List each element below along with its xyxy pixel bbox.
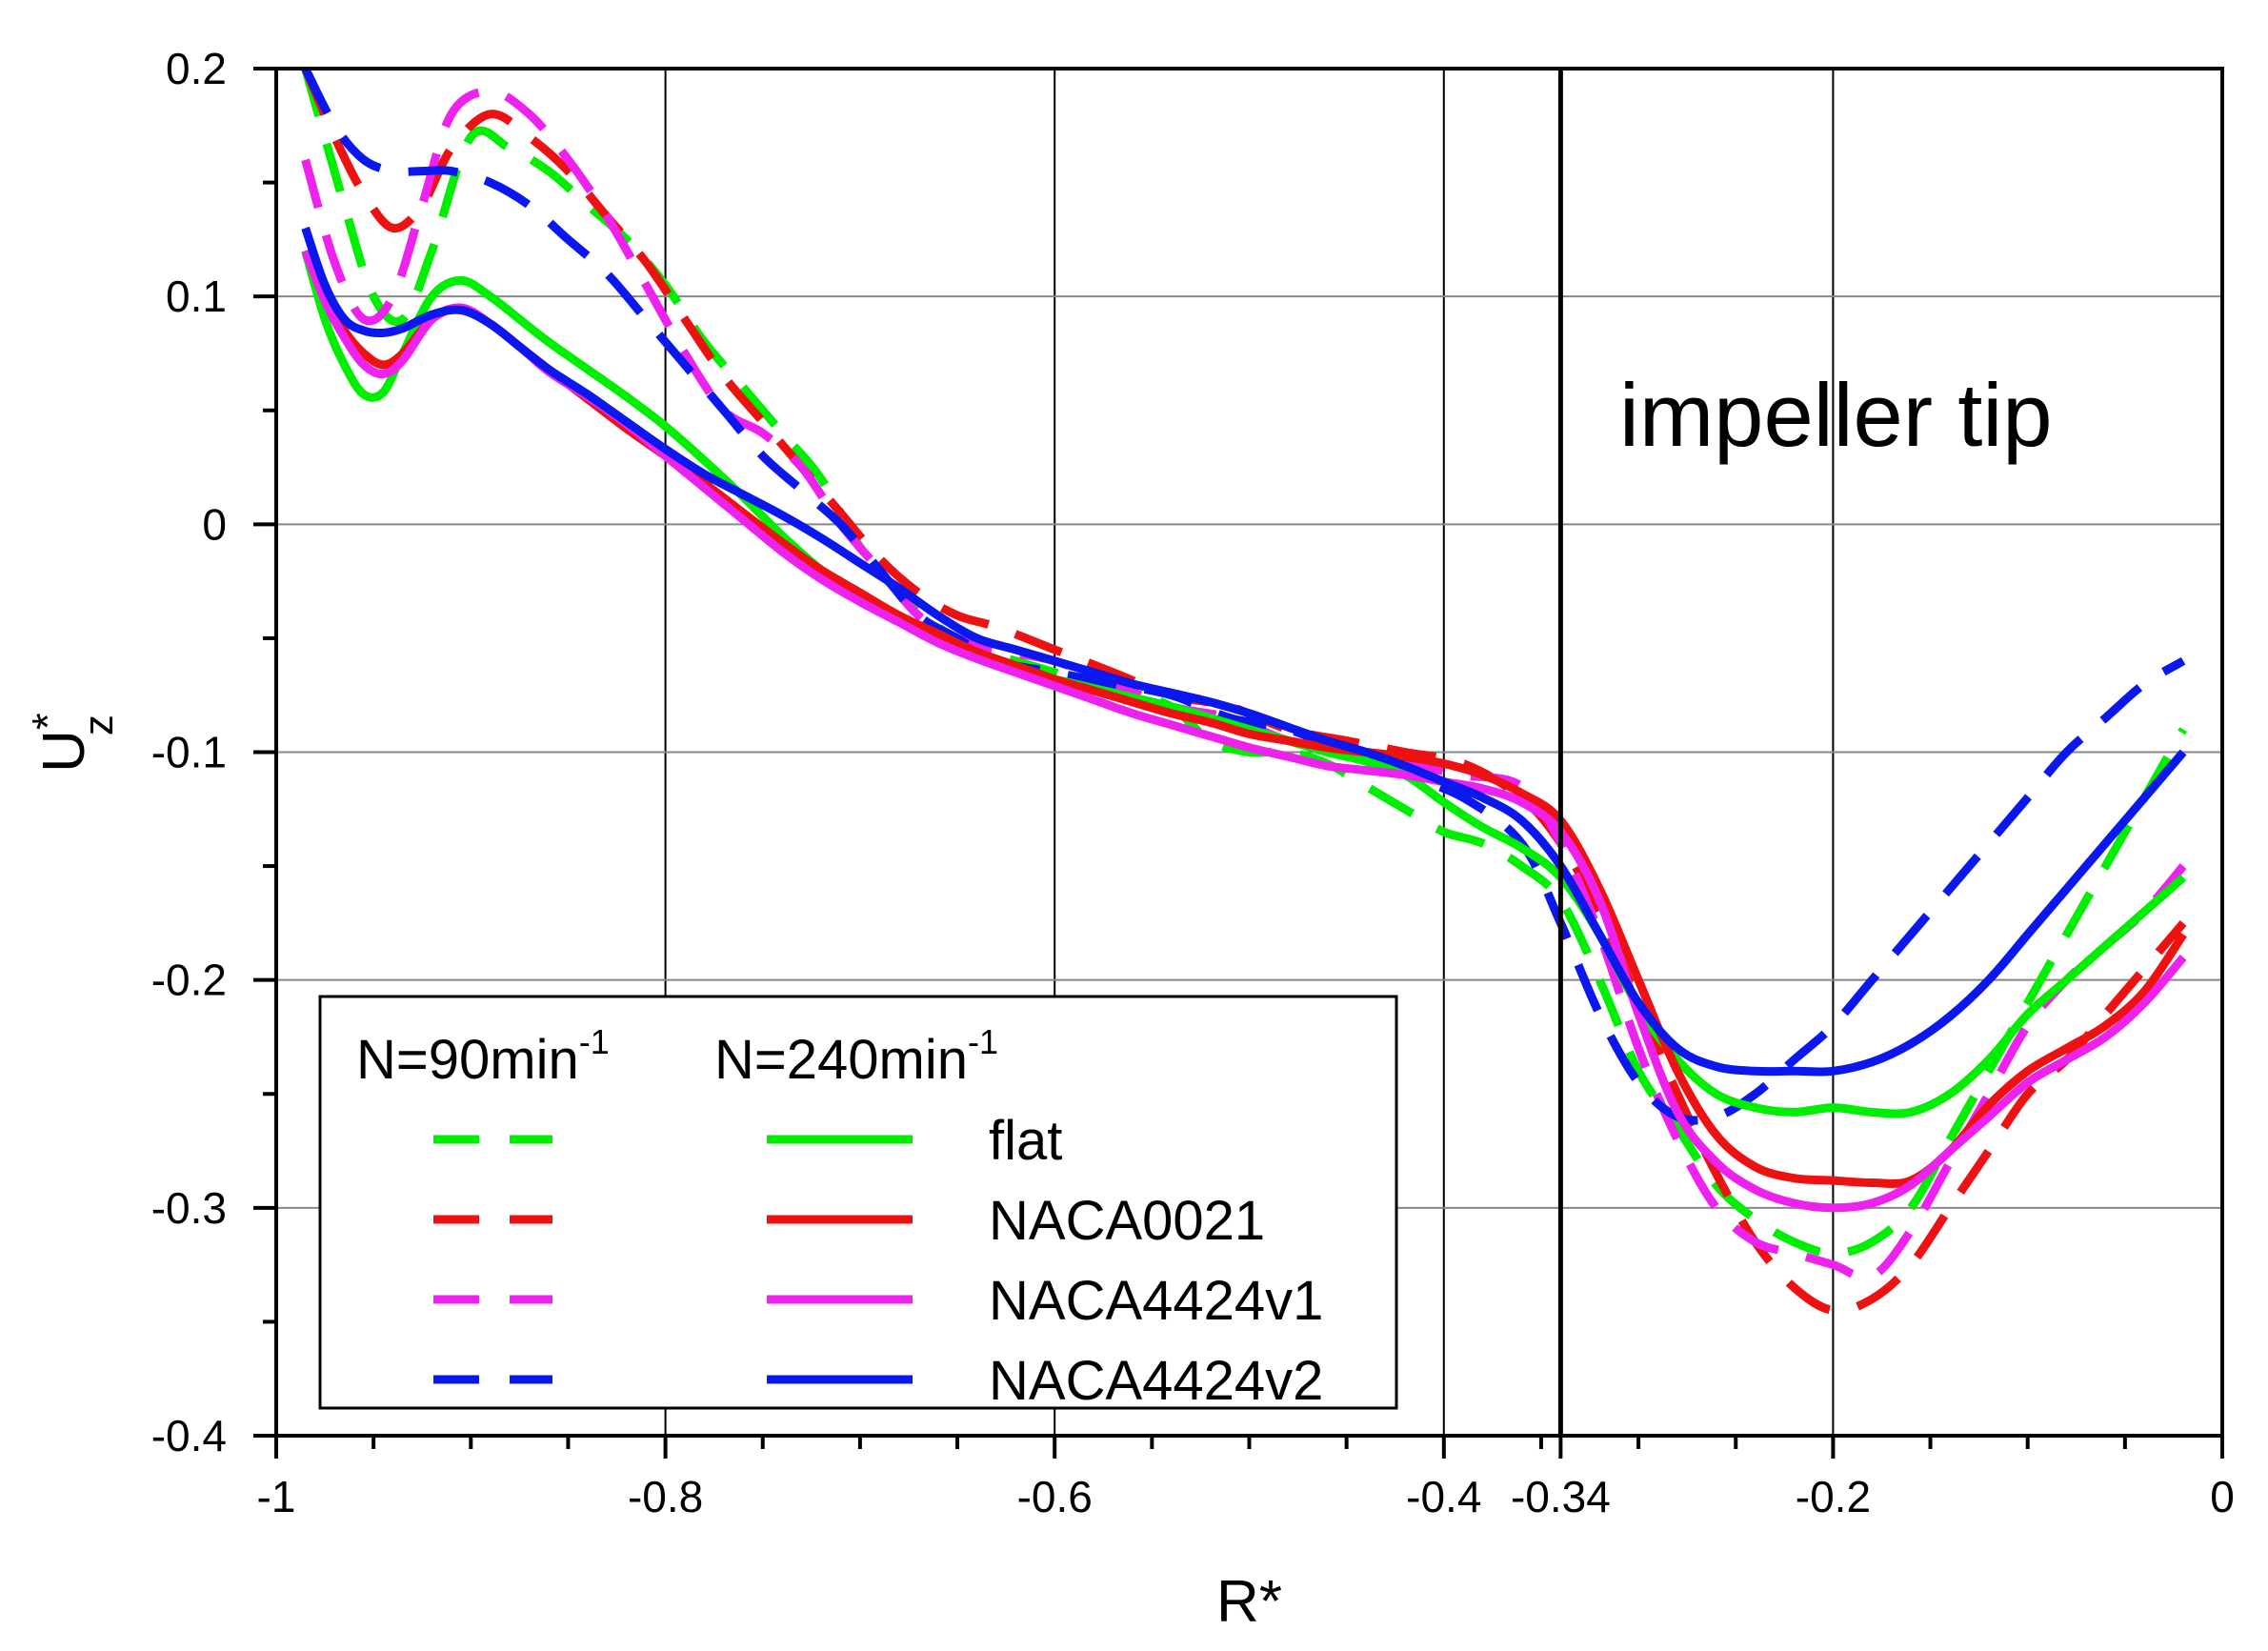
axis-ticks xyxy=(253,67,2224,1459)
data-curves xyxy=(301,66,2188,1316)
legend-label-naca4424v1: NACA4424v1 xyxy=(989,1270,1323,1332)
series-line-flat-n90 xyxy=(301,67,2188,1258)
tick-labels: -1 -0.8 -0.6 -0.4 -0.34 -0.2 0 0.2 0.1 0 -0.1 -0.2 -… xyxy=(151,44,2235,1521)
series-line-naca4424v2-n240 xyxy=(301,226,2187,1077)
impeller-tip-annotation: impeller tip xyxy=(1619,365,2053,465)
y-tick-label: -0.4 xyxy=(151,1411,227,1460)
x-tick-label: -0.34 xyxy=(1511,1472,1611,1521)
legend-label-naca0021: NACA0021 xyxy=(989,1190,1265,1252)
legend-header-dashed-text: N=90min xyxy=(356,1029,579,1091)
x-tick-label: 0 xyxy=(2210,1472,2235,1521)
y-tick-label: -0.1 xyxy=(151,728,227,777)
y-axis-title-sub: z xyxy=(75,715,122,735)
legend-header-solid-text: N=240min xyxy=(714,1029,968,1091)
series-line-flat-n240 xyxy=(301,250,2187,1118)
legend-header-solid-exponent: -1 xyxy=(968,1022,998,1061)
x-tick-label: -0.4 xyxy=(1406,1472,1481,1521)
legend-rows: flat NACA0021 NACA4424v1 NACA4424v2 xyxy=(433,1110,1323,1412)
legend-header-dashed-exponent: -1 xyxy=(579,1022,610,1061)
x-tick-label: -0.8 xyxy=(628,1472,703,1521)
y-tick-label: -0.2 xyxy=(151,956,227,1005)
series-line-naca4424v2-n90 xyxy=(301,66,2186,1125)
legend-label-naca4424v2: NACA4424v2 xyxy=(989,1350,1323,1412)
legend-box xyxy=(318,995,1398,1410)
x-axis-title: R* xyxy=(1216,1569,1282,1635)
x-tick-label: -0.2 xyxy=(1796,1472,1871,1521)
y-tick-label: 0 xyxy=(202,499,227,549)
legend-label-flat: flat xyxy=(989,1110,1062,1172)
y-tick-label: 0.2 xyxy=(166,44,227,93)
legend: N=90min-1 N=240min-1 flatNACA0021NACA442… xyxy=(318,995,1398,1412)
x-tick-label: -1 xyxy=(257,1472,296,1521)
y-tick-label: 0.1 xyxy=(166,272,227,321)
y-axis-title-sup: * xyxy=(23,713,72,730)
legend-header-solid: N=240min-1 xyxy=(714,1022,998,1091)
y-axis-title-main: U xyxy=(31,730,97,773)
y-tick-label: -0.3 xyxy=(151,1183,227,1233)
x-tick-label: -0.6 xyxy=(1017,1472,1093,1521)
legend-header-dashed: N=90min-1 xyxy=(356,1022,610,1091)
y-axis-title: U*z xyxy=(23,713,122,773)
series-line-naca0021-n90 xyxy=(301,67,2187,1316)
